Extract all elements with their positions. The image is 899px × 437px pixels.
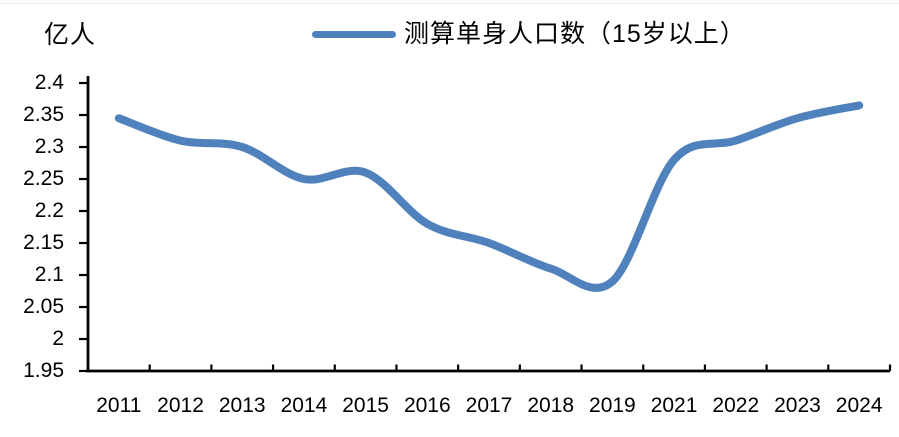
x-tick-label-2018: 2018 — [527, 394, 575, 417]
x-tick-label-2021: 2021 — [650, 394, 698, 417]
x-tick-label-2023: 2023 — [774, 394, 821, 417]
y-tick-label-2.1: 2.1 — [34, 263, 64, 286]
legend-line-swatch — [312, 30, 396, 38]
x-tick-label-2015: 2015 — [342, 394, 389, 417]
x-tick-label-2019: 2019 — [589, 394, 636, 417]
x-tick-label-2014: 2014 — [280, 394, 328, 417]
x-tick-label-2016: 2016 — [403, 394, 451, 417]
x-tick-label-2013: 2013 — [218, 394, 266, 417]
y-tick-label-1.95: 1.95 — [23, 359, 64, 382]
x-tick-label-2017: 2017 — [465, 394, 513, 417]
x-tick-label-2011: 2011 — [96, 394, 142, 417]
y-tick-label-2.4: 2.4 — [34, 71, 64, 94]
y-tick-label-2: 2 — [52, 327, 64, 350]
top-border-line — [0, 0, 899, 4]
x-tick-label-2012: 2012 — [157, 394, 204, 417]
x-tick-label-2022: 2022 — [712, 394, 760, 417]
y-tick-label-2.15: 2.15 — [23, 231, 64, 254]
y-tick-label-2.05: 2.05 — [23, 295, 64, 318]
chart-legend: 测算单身人口数（15岁以上） — [312, 19, 746, 49]
y-tick-label-2.35: 2.35 — [23, 103, 64, 126]
y-tick-label-2.2: 2.2 — [34, 199, 64, 222]
legend-series-label: 测算单身人口数（15岁以上） — [404, 20, 746, 48]
x-tick-label-2024: 2024 — [835, 394, 883, 417]
y-tick-label-2.3: 2.3 — [34, 135, 64, 158]
axes — [79, 76, 892, 373]
data-series-path — [114, 101, 864, 292]
y-tick-label-2.25: 2.25 — [23, 167, 64, 190]
series-line — [114, 101, 864, 292]
y-axis-unit-label: 亿人 — [44, 21, 97, 49]
